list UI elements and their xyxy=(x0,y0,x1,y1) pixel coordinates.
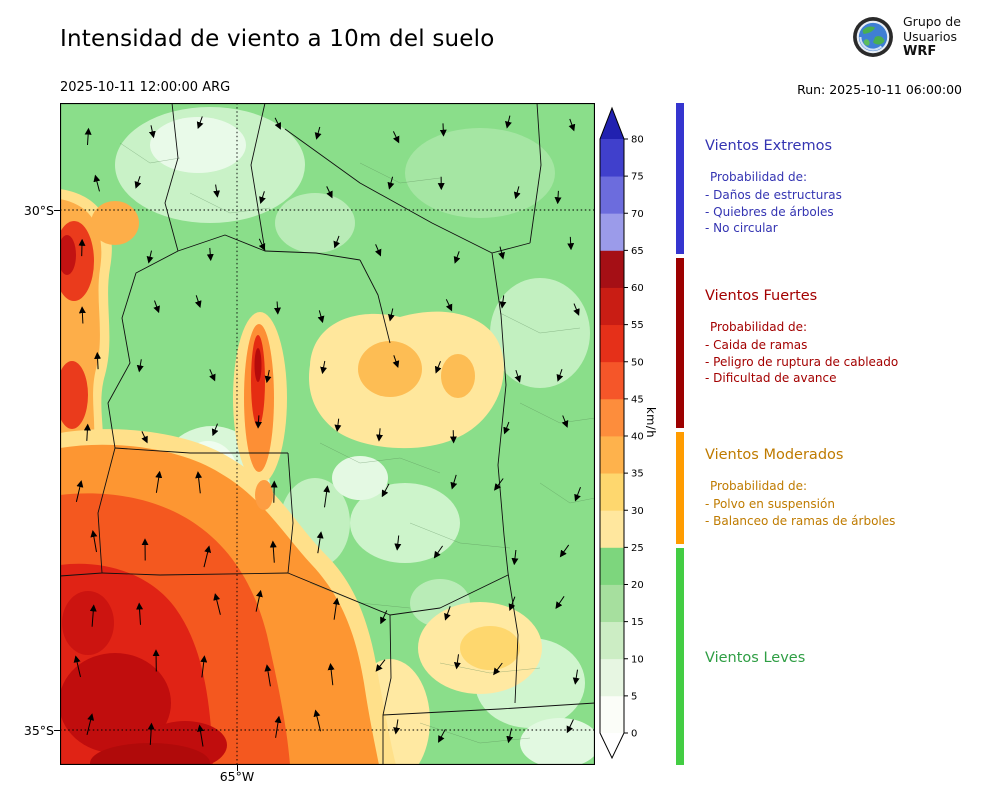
svg-text:10: 10 xyxy=(631,654,644,665)
logo-line-3: WRF xyxy=(903,44,937,59)
map-frame xyxy=(60,103,595,765)
legend-fuertes-item: - Dificultad de avance xyxy=(705,371,837,385)
legend-fuertes-item: - Caida de ramas xyxy=(705,338,808,352)
svg-text:25: 25 xyxy=(631,543,644,554)
svg-text:30: 30 xyxy=(631,506,644,517)
logo-line-2: Usuarios xyxy=(903,29,958,44)
svg-text:80: 80 xyxy=(631,135,644,146)
svg-text:70: 70 xyxy=(631,209,644,220)
legend-moderados-item: - Polvo en suspensión xyxy=(705,497,835,511)
legend-fuertes-title: Vientos Fuertes xyxy=(705,288,818,304)
department-borders xyxy=(119,142,595,744)
legend-extremos: Vientos Extremos Probabilidad de: - Daño… xyxy=(705,138,990,237)
svg-text:75: 75 xyxy=(631,172,644,183)
legend-leves: Vientos Leves xyxy=(705,650,990,682)
legend-fuertes-prob: Probabilidad de: xyxy=(710,320,808,334)
globe-icon xyxy=(853,16,893,57)
legend-extremos-item: - Quiebres de árboles xyxy=(705,204,834,219)
legend-moderados-item: - Balanceo de ramas de árboles xyxy=(705,513,896,528)
svg-text:60: 60 xyxy=(631,283,644,294)
map-panel xyxy=(60,103,595,765)
svg-text:20: 20 xyxy=(631,580,644,591)
wind-speed-colorbar: 0 5 10 15 20 25 30 35 40 45 50 55 60 65 70 75 80 xyxy=(599,106,644,760)
lat-label-30s: 30°S xyxy=(23,203,54,218)
wrf-logo: Grupo de Usuarios WRF xyxy=(852,14,961,59)
svg-text:15: 15 xyxy=(631,617,644,628)
lon-label-65w: 65°W xyxy=(219,769,255,784)
svg-text:65: 65 xyxy=(631,246,644,257)
svg-text:0: 0 xyxy=(631,729,637,740)
lat-label-35s: 35°S xyxy=(23,723,54,738)
svg-text:55: 55 xyxy=(631,320,644,331)
valid-datetime: 2025-10-11 12:00:00 ARG xyxy=(60,80,231,95)
legend-extremos-title: Vientos Extremos xyxy=(705,138,833,154)
wind-intensity-map xyxy=(60,103,595,765)
logo-line-1: Grupo de xyxy=(903,14,961,29)
svg-text:40: 40 xyxy=(631,432,644,443)
legend-moderados-prob: Probabilidad de: xyxy=(710,479,808,493)
colorbar-unit-label: km/h xyxy=(644,407,658,439)
legend-extremos-item: - Daños de estructuras xyxy=(705,188,842,202)
category-bar-extremos xyxy=(676,103,684,254)
legend-extremos-item: - No circular xyxy=(705,221,778,235)
legend-moderados-title: Vientos Moderados xyxy=(705,447,844,463)
lat-lon-gridlines xyxy=(60,103,595,765)
run-datetime: Run: 2025-10-11 06:00:00 xyxy=(797,82,962,97)
logo-text: Grupo de Usuarios WRF xyxy=(903,14,961,59)
svg-text:50: 50 xyxy=(631,357,644,368)
legend-fuertes-item: - Peligro de ruptura de cableado xyxy=(705,354,899,369)
svg-text:45: 45 xyxy=(631,394,644,405)
lat-tick-35s xyxy=(54,730,60,731)
legend-extremos-prob: Probabilidad de: xyxy=(710,170,808,184)
svg-text:35: 35 xyxy=(631,469,644,480)
page-title: Intensidad de viento a 10m del suelo xyxy=(60,26,495,52)
legend-leves-title: Vientos Leves xyxy=(705,650,806,666)
legend-moderados: Vientos Moderados Probabilidad de: - Pol… xyxy=(705,447,990,529)
legend-fuertes: Vientos Fuertes Probabilidad de: - Caida… xyxy=(705,288,990,387)
wind-arrows-layer xyxy=(73,115,581,747)
lon-tick-65w xyxy=(237,765,238,771)
category-bar-fuertes xyxy=(676,258,684,428)
category-bar-moderados xyxy=(676,432,684,544)
lat-tick-30s xyxy=(54,210,60,211)
svg-text:5: 5 xyxy=(631,691,637,702)
category-bar-leves xyxy=(676,548,684,765)
